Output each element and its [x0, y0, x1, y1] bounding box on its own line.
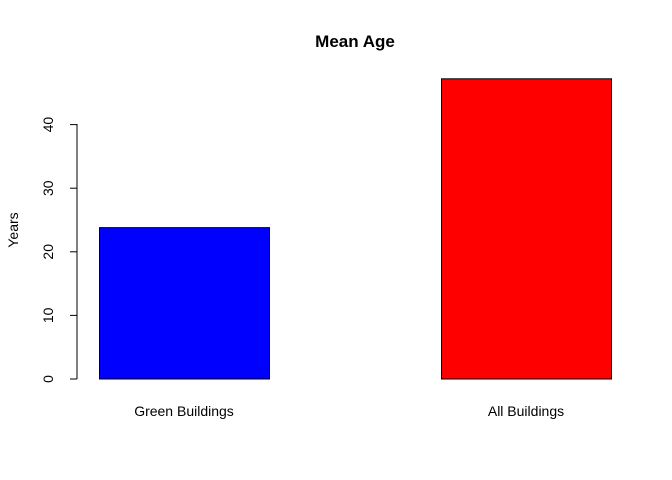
y-tick-label: 30 — [40, 180, 56, 196]
bars — [99, 78, 612, 380]
category-labels: Green Buildings All Buildings — [134, 403, 564, 419]
x-category-label: All Buildings — [488, 403, 564, 419]
y-axis-ticks: 0 10 20 30 40 — [40, 117, 77, 383]
chart-title: Mean Age — [315, 32, 395, 51]
y-tick-label: 40 — [40, 117, 56, 133]
x-category-label: Green Buildings — [134, 403, 234, 419]
y-tick-label: 0 — [40, 375, 56, 383]
y-tick-label: 20 — [40, 244, 56, 260]
bar-all-buildings — [441, 78, 612, 380]
y-axis-label: Years — [5, 212, 21, 247]
bar-green-buildings — [99, 227, 270, 380]
y-tick-label: 10 — [40, 307, 56, 323]
